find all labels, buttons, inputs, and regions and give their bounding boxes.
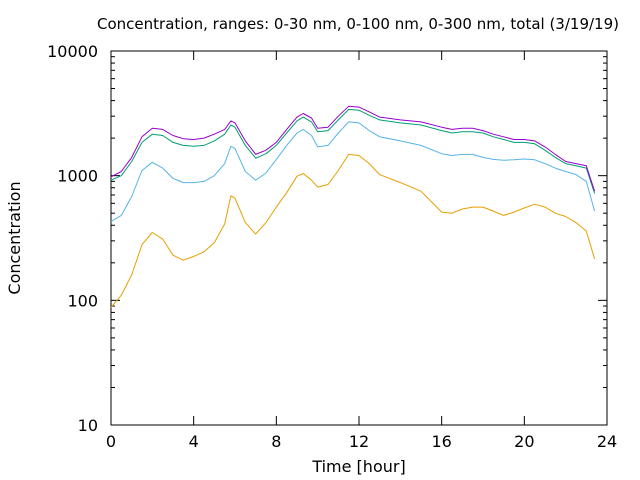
series-line-3	[110, 108, 596, 194]
y-tick-label: 10000	[47, 42, 98, 61]
series-line-1	[110, 153, 596, 308]
x-tick-label: 24	[597, 432, 617, 451]
x-axis-label: Time [hour]	[311, 457, 405, 476]
y-axis-label: Concentration	[5, 181, 24, 294]
series-lines	[110, 105, 596, 308]
series-line-2	[110, 121, 596, 222]
x-tick-label: 16	[431, 432, 451, 451]
x-axis: 0 4 8 12 16 20 24	[106, 51, 617, 451]
chart-title: Concentration, ranges: 0-30 nm, 0-100 nm…	[97, 15, 619, 33]
x-tick-label: 4	[189, 432, 199, 451]
series-line-4	[110, 105, 596, 192]
y-tick-label: 1000	[57, 167, 98, 186]
y-axis: 10 100 1000 10000	[47, 42, 607, 435]
x-tick-label: 8	[271, 432, 281, 451]
y-tick-label: 100	[67, 291, 98, 310]
x-tick-label: 12	[349, 432, 369, 451]
x-tick-label: 0	[106, 432, 116, 451]
y-tick-label: 10	[78, 416, 98, 435]
x-tick-label: 20	[514, 432, 534, 451]
